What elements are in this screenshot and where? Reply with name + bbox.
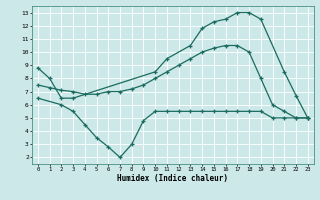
X-axis label: Humidex (Indice chaleur): Humidex (Indice chaleur) [117,174,228,183]
